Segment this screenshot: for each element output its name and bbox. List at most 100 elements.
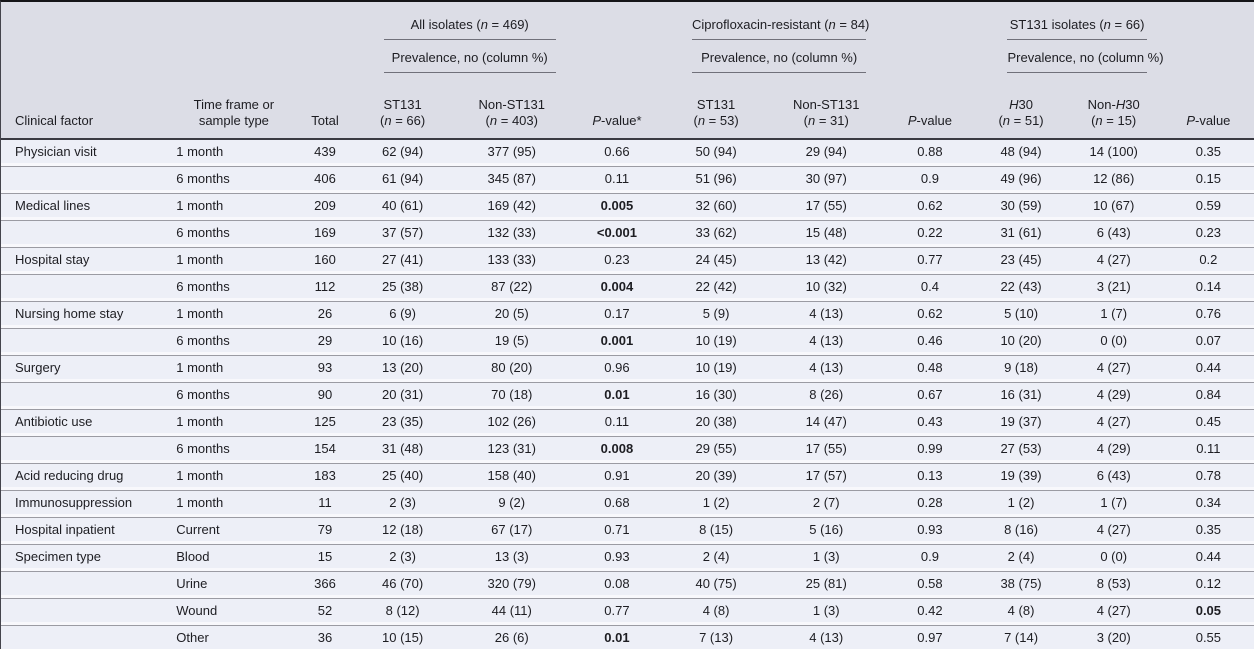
cell-cipro-st131: 8 (15) (662, 517, 771, 544)
subtitle-cipro-resistant: Prevalence, no (column %) (662, 40, 883, 73)
cell-st131-non-h30: 6 (43) (1064, 463, 1163, 490)
cell-cipro-non-st131: 4 (13) (770, 301, 883, 328)
table-row: Hospital stay 1 month 160 27 (41) 133 (33) 0.… (1, 247, 1254, 274)
cell-all-p-value: 0.23 (571, 247, 662, 274)
cell-all-st131: 10 (15) (353, 625, 452, 649)
cell-total: 209 (296, 193, 354, 220)
header-spacer (1162, 2, 1254, 40)
cell-cipro-non-st131: 4 (13) (770, 355, 883, 382)
cell-cipro-non-st131: 30 (97) (770, 166, 883, 193)
cell-all-non-st131: 9 (2) (451, 490, 572, 517)
table-row: Hospital inpatient Current 79 12 (18) 67 (17… (1, 517, 1254, 544)
header-spacer (882, 2, 978, 40)
cell-time-frame: Wound (171, 598, 297, 625)
cell-cipro-st131: 7 (13) (662, 625, 771, 649)
cell-cipro-non-st131: 17 (57) (770, 463, 883, 490)
cell-all-non-st131: 67 (17) (451, 517, 572, 544)
cell-cipro-p-value: 0.9 (882, 166, 978, 193)
cell-cipro-non-st131: 2 (7) (770, 490, 883, 517)
cell-cipro-p-value: 0.42 (882, 598, 978, 625)
cell-total: 183 (296, 463, 354, 490)
cell-all-st131: 2 (3) (353, 544, 452, 571)
cell-st131-h30: 48 (94) (977, 140, 1065, 166)
cell-time-frame: 1 month (171, 140, 297, 166)
cell-all-non-st131: 377 (95) (451, 140, 572, 166)
table-row: Medical lines 1 month 209 40 (61) 169 (42) 0.… (1, 193, 1254, 220)
cell-time-frame: 1 month (171, 301, 297, 328)
cell-cipro-non-st131: 5 (16) (770, 517, 883, 544)
group-header-all-isolates: All isolates (n = 469) (353, 2, 572, 40)
table-row: Urine 366 46 (70) 320 (79) 0.08 40 (75) 25 (81… (1, 571, 1254, 598)
cell-clinical-factor: Acid reducing drug (1, 463, 172, 490)
cell-st131-non-h30: 0 (0) (1064, 328, 1163, 355)
cell-total: 154 (296, 436, 354, 463)
cell-all-non-st131: 132 (33) (451, 220, 572, 247)
cell-all-st131: 10 (16) (353, 328, 452, 355)
cell-all-st131: 25 (40) (353, 463, 452, 490)
table-row: 6 months 90 20 (31) 70 (18) 0.01 16 (30) 8 (26… (1, 382, 1254, 409)
col-header-st131-p-value: P-value (1162, 73, 1254, 140)
cell-all-st131: 23 (35) (353, 409, 452, 436)
col-header-clinical-factor: Clinical factor (1, 73, 172, 140)
cell-st131-p-value: 0.44 (1162, 355, 1254, 382)
cell-all-st131: 46 (70) (353, 571, 452, 598)
cell-all-non-st131: 102 (26) (451, 409, 572, 436)
cell-st131-non-h30: 4 (27) (1064, 517, 1163, 544)
cell-cipro-p-value: 0.93 (882, 517, 978, 544)
cell-all-non-st131: 19 (5) (451, 328, 572, 355)
col-header-st131-non-h30: Non-H30 (n = 15) (1064, 73, 1163, 140)
cell-st131-non-h30: 8 (53) (1064, 571, 1163, 598)
cell-st131-non-h30: 4 (29) (1064, 382, 1163, 409)
cell-total: 125 (296, 409, 354, 436)
cell-clinical-factor (1, 598, 172, 625)
table-row: Nursing home stay 1 month 26 6 (9) 20 (5) 0.1… (1, 301, 1254, 328)
cell-st131-p-value: 0.55 (1162, 625, 1254, 649)
cell-all-non-st131: 320 (79) (451, 571, 572, 598)
cell-time-frame: Urine (171, 571, 297, 598)
cell-all-st131: 2 (3) (353, 490, 452, 517)
cell-all-p-value: 0.17 (571, 301, 662, 328)
cell-st131-h30: 5 (10) (977, 301, 1065, 328)
cell-st131-non-h30: 4 (27) (1064, 247, 1163, 274)
cell-all-non-st131: 158 (40) (451, 463, 572, 490)
cell-all-p-value: 0.005 (571, 193, 662, 220)
cell-st131-p-value: 0.15 (1162, 166, 1254, 193)
cell-all-st131: 40 (61) (353, 193, 452, 220)
cell-time-frame: 1 month (171, 355, 297, 382)
group-header-cipro-resistant: Ciprofloxacin-resistant (n = 84) (662, 2, 883, 40)
cell-all-p-value: 0.11 (571, 166, 662, 193)
cell-cipro-p-value: 0.28 (882, 490, 978, 517)
cell-st131-p-value: 0.12 (1162, 571, 1254, 598)
cell-st131-h30: 4 (8) (977, 598, 1065, 625)
col-header-all-st131: ST131 (n = 66) (353, 73, 452, 140)
cell-total: 160 (296, 247, 354, 274)
cell-clinical-factor: Specimen type (1, 544, 172, 571)
cell-all-p-value: 0.68 (571, 490, 662, 517)
cell-all-p-value: 0.004 (571, 274, 662, 301)
cell-all-non-st131: 44 (11) (451, 598, 572, 625)
cell-all-st131: 6 (9) (353, 301, 452, 328)
cell-cipro-p-value: 0.48 (882, 355, 978, 382)
cell-total: 439 (296, 140, 354, 166)
cell-st131-h30: 19 (39) (977, 463, 1065, 490)
cell-st131-h30: 49 (96) (977, 166, 1065, 193)
cell-st131-h30: 23 (45) (977, 247, 1065, 274)
cell-cipro-non-st131: 13 (42) (770, 247, 883, 274)
cell-all-non-st131: 169 (42) (451, 193, 572, 220)
cell-cipro-non-st131: 25 (81) (770, 571, 883, 598)
cell-clinical-factor (1, 625, 172, 649)
table-header: All isolates (n = 469) Ciprofloxacin-resi… (1, 2, 1254, 140)
cell-all-non-st131: 80 (20) (451, 355, 572, 382)
cell-st131-p-value: 0.11 (1162, 436, 1254, 463)
cell-st131-h30: 7 (14) (977, 625, 1065, 649)
table-row: Wound 52 8 (12) 44 (11) 0.77 4 (8) 1 (3) 0.42 4 … (1, 598, 1254, 625)
cell-st131-non-h30: 6 (43) (1064, 220, 1163, 247)
cell-time-frame: Other (171, 625, 297, 649)
cell-all-p-value: 0.66 (571, 140, 662, 166)
cell-st131-h30: 8 (16) (977, 517, 1065, 544)
cell-cipro-p-value: 0.13 (882, 463, 978, 490)
cell-all-st131: 37 (57) (353, 220, 452, 247)
cell-st131-h30: 9 (18) (977, 355, 1065, 382)
table-row: Physician visit 1 month 439 62 (94) 377 (95)… (1, 140, 1254, 166)
cell-st131-p-value: 0.35 (1162, 517, 1254, 544)
